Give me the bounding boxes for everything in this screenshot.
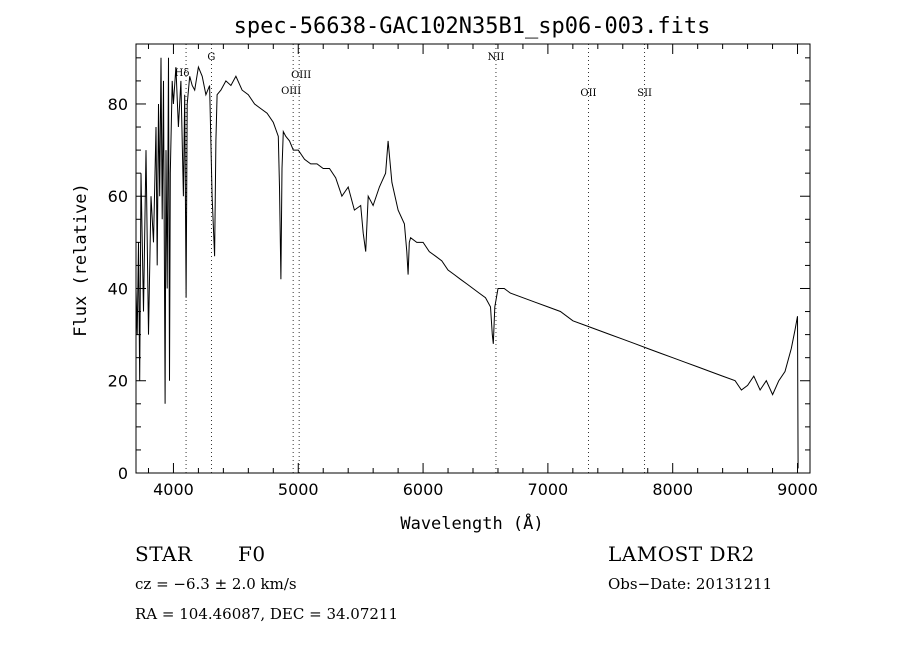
spectrum-line xyxy=(135,57,799,469)
y-tick-label: 60 xyxy=(108,187,128,206)
coordinates: RA = 104.46087, DEC = 34.07211 xyxy=(135,605,399,623)
survey-name: LAMOST DR2 xyxy=(608,542,755,566)
spectral-lines: Hδ G OIII OIII NII OII SII xyxy=(175,44,652,473)
object-class: STAR xyxy=(135,542,193,566)
x-axis-label: Wavelength (Å) xyxy=(400,512,543,534)
y-axis-label: Flux (relative) xyxy=(71,183,91,337)
x-tick-label: 8000 xyxy=(652,480,693,499)
y-tick-label: 0 xyxy=(118,464,128,483)
spectral-line-label: Hδ xyxy=(175,68,190,79)
x-tick-label: 7000 xyxy=(528,480,569,499)
plot-frame xyxy=(135,43,811,474)
obs-date: Obs−Date: 20131211 xyxy=(608,575,773,593)
spectral-line-label: G xyxy=(207,52,215,63)
y-tick-label: 20 xyxy=(108,372,128,391)
x-tick-label: 9000 xyxy=(777,480,818,499)
subclass: F0 xyxy=(238,542,266,566)
x-tick-label: 4000 xyxy=(153,480,194,499)
y-tick-label: 80 xyxy=(108,95,128,114)
spectral-line-label: OIII xyxy=(291,70,311,81)
spectral-line-label: OIII xyxy=(281,86,301,97)
spectral-line-label: SII xyxy=(637,88,652,99)
x-tick-label: 6000 xyxy=(403,480,444,499)
spectral-line-label: NII xyxy=(488,52,505,63)
x-tick-label: 5000 xyxy=(278,480,319,499)
y-tick-label: 40 xyxy=(108,279,128,298)
spectral-line-label: OII xyxy=(580,88,596,99)
chart-title: spec-56638-GAC102N35B1_sp06-003.fits xyxy=(234,14,711,39)
redshift-cz: cz = −6.3 ± 2.0 km/s xyxy=(135,575,297,593)
axis-ticks: 4000 5000 6000 7000 8000 9000 0 20 40 60 80 xyxy=(108,44,818,499)
